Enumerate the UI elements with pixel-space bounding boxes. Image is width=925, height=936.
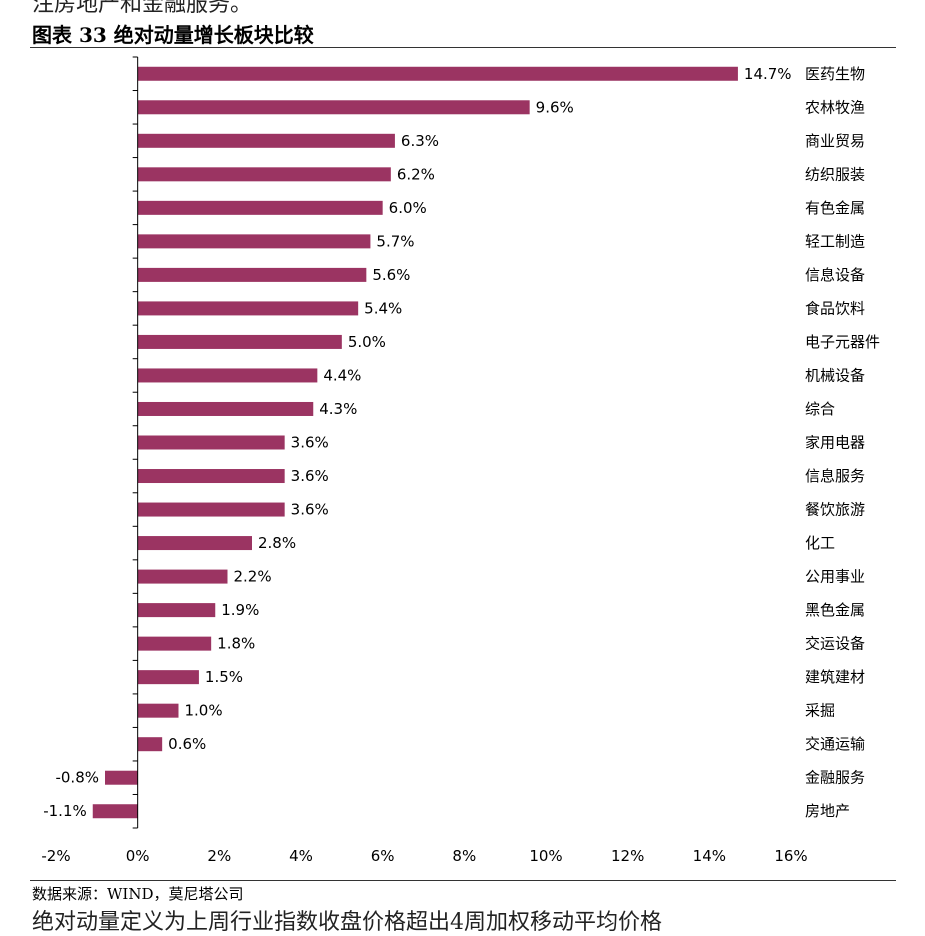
x-tick-label: 2% (207, 847, 231, 865)
x-tick-labels-group: -2% 0% 2% 4% 6% 8% 10% 12% 14% 16% (41, 847, 807, 865)
value-label: 3.6% (291, 501, 329, 519)
source-rule (30, 880, 896, 881)
axes-group (132, 56, 139, 829)
title-rule (30, 47, 896, 48)
category-label: 家用电器 (805, 434, 865, 452)
value-label: 1.9% (221, 601, 259, 619)
value-label: 3.6% (291, 467, 329, 485)
value-label: 14.7% (744, 65, 792, 83)
x-tick-label: 6% (371, 847, 395, 865)
value-label: 1.5% (205, 668, 243, 686)
category-label: 餐饮旅游 (805, 501, 865, 519)
value-label: -0.8% (55, 769, 99, 787)
category-label: 医药生物 (805, 65, 865, 83)
bar (137, 133, 395, 148)
category-label: 交通运输 (805, 735, 865, 753)
bar (137, 401, 314, 416)
bar (137, 569, 228, 584)
figure-title: 图表 33 绝对动量增长板块比较 (32, 23, 314, 47)
source-note: 数据来源：WIND，莫尼塔公司 (32, 885, 244, 903)
category-label: 食品饮料 (805, 299, 865, 317)
x-tick-label: 14% (693, 847, 726, 865)
category-label: 有色金属 (805, 199, 865, 217)
bar (137, 167, 391, 182)
x-tick-label: 10% (529, 847, 562, 865)
category-label: 黑色金属 (805, 601, 865, 619)
value-label: 9.6% (536, 98, 574, 116)
value-label: 6.2% (397, 165, 435, 183)
value-label: -1.1% (43, 802, 87, 820)
bottom-cut-text: 绝对动量定义为上周行业指数收盘价格超出4周加权移动平均价格 (32, 910, 662, 935)
category-label: 房地产 (805, 802, 850, 820)
value-label: 6.0% (389, 199, 427, 217)
category-label: 信息服务 (805, 467, 865, 485)
bar (137, 66, 738, 81)
value-label: 5.4% (364, 299, 402, 317)
category-label: 公用事业 (805, 568, 865, 586)
bar (105, 770, 138, 785)
bar (137, 334, 342, 349)
value-label: 3.6% (291, 434, 329, 452)
bar (137, 267, 367, 282)
value-label: 4.3% (319, 400, 357, 418)
x-tick-label: -2% (41, 847, 70, 865)
bar (92, 804, 138, 819)
bar (137, 603, 216, 618)
category-label: 化工 (805, 534, 835, 552)
bar (137, 536, 252, 551)
category-label: 机械设备 (805, 366, 865, 384)
category-label: 轻工制造 (805, 232, 865, 250)
x-tick-label: 16% (774, 847, 807, 865)
bar (137, 200, 383, 215)
value-label: 1.8% (217, 635, 255, 653)
value-label: 5.6% (372, 266, 410, 284)
category-labels-group: 医药生物农林牧渔商业贸易纺织服装有色金属轻工制造信息设备食品饮料电子元器件机械设… (805, 65, 880, 820)
category-label: 纺织服装 (805, 165, 865, 183)
bar (137, 234, 371, 249)
bar (137, 301, 359, 316)
category-label: 综合 (805, 400, 835, 418)
x-tick-label: 0% (126, 847, 150, 865)
bar (137, 737, 163, 752)
x-tick-label: 8% (452, 847, 476, 865)
bar (137, 502, 285, 517)
bar (137, 100, 530, 115)
value-label: 2.2% (234, 568, 272, 586)
bar (137, 368, 318, 383)
bar (137, 469, 285, 484)
category-label: 农林牧渔 (805, 98, 865, 116)
bars-group (92, 66, 738, 819)
x-tick-label: 12% (611, 847, 644, 865)
value-label: 5.7% (376, 232, 414, 250)
value-label: 0.6% (168, 735, 206, 753)
category-label: 电子元器件 (805, 333, 880, 351)
category-label: 建筑建材 (805, 668, 865, 686)
bar (137, 670, 199, 685)
category-label: 金融服务 (805, 769, 865, 787)
category-label: 采掘 (805, 702, 835, 720)
bar (137, 636, 212, 651)
value-label: 4.4% (323, 366, 361, 384)
value-label: 5.0% (348, 333, 386, 351)
category-label: 交运设备 (805, 635, 865, 653)
value-label: 6.3% (401, 132, 439, 150)
bar-chart: 14.7% 9.6% 6.3% 6.2% 6.0% 5.7% 5.6% 5.4% 5.0% 4.4… (41, 56, 880, 865)
bar (137, 703, 179, 718)
value-label: 1.0% (185, 702, 223, 720)
value-labels-group: 14.7% 9.6% 6.3% 6.2% 6.0% 5.7% 5.6% 5.4% 5.0% 4.4… (43, 65, 791, 820)
value-label: 2.8% (258, 534, 296, 552)
top-cut-text: 注房地产和金融服务。 (32, 0, 253, 17)
category-label: 信息设备 (805, 266, 865, 284)
bar (137, 435, 285, 450)
x-tick-label: 4% (289, 847, 313, 865)
category-label: 商业贸易 (805, 132, 865, 150)
